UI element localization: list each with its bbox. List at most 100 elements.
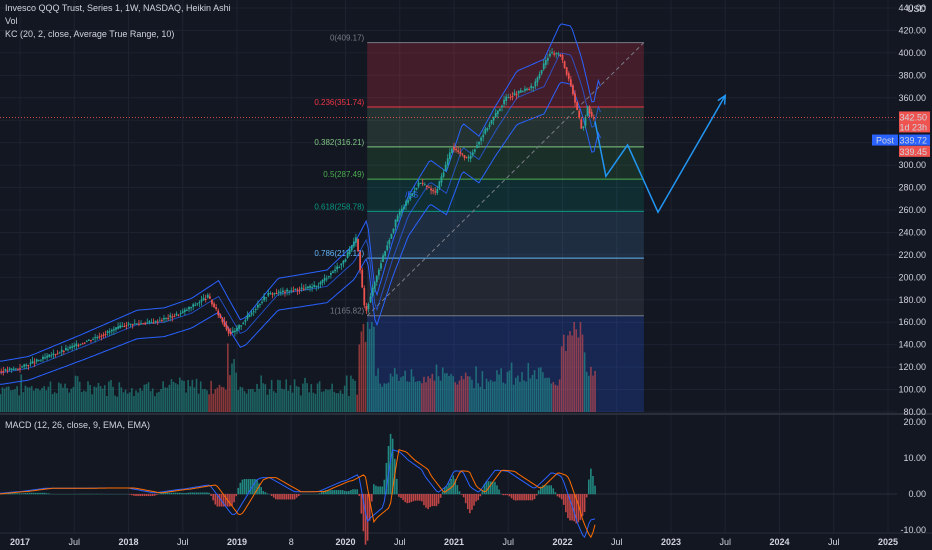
volume-bar-14: [26, 387, 29, 412]
candle-body-287: [590, 111, 593, 117]
macd-hist-263: [546, 485, 548, 495]
candle-body-94: [188, 307, 190, 310]
post-label: Post: [876, 136, 895, 146]
candle-body-133: [269, 292, 272, 295]
volume-bar-100: [206, 390, 208, 412]
volume-bar-213: [441, 367, 444, 412]
volume-bar-245: [508, 370, 511, 412]
macd-hist-277: [575, 494, 578, 524]
candle-body-105: [211, 299, 213, 305]
volume-bar-47: [95, 387, 98, 412]
candle-body-153: [311, 286, 314, 288]
macd-hist-273: [567, 494, 569, 519]
candle-body-45: [85, 341, 88, 343]
macd-hist-124: [256, 479, 258, 495]
candle-body-25: [44, 357, 46, 359]
macd-hist-99: [204, 492, 206, 495]
candle-body-20: [33, 362, 36, 364]
fibonacci-retracement[interactable]: 0(409.17) 0.236(351.74) 0.382(316.21) 0.5(2…: [314, 34, 645, 412]
macd-hist-78: [160, 492, 162, 495]
candle-body-27: [48, 354, 51, 357]
candle-body-267: [549, 53, 551, 57]
candle-body-197: [403, 206, 405, 210]
macd-hist-91: [187, 492, 189, 495]
candle-body-31: [56, 353, 59, 355]
macd-hist-187: [387, 446, 390, 495]
candle-body-128: [259, 304, 261, 306]
volume-bar-174: [360, 331, 363, 412]
macd-hist-201: [416, 494, 419, 501]
macd-hist-116: [239, 482, 242, 495]
macd-hist-162: [335, 490, 338, 495]
candle-body-73: [144, 323, 147, 325]
macd-hist-285: [592, 475, 594, 495]
volume-bar-27: [53, 392, 56, 412]
volume-bar-168: [348, 395, 350, 412]
volume-bar-256: [531, 374, 534, 412]
candle-body-66: [129, 323, 132, 325]
volume-bar-155: [320, 391, 323, 412]
macd-hist-141: [291, 494, 294, 500]
volume-bar-16: [30, 386, 33, 412]
volume-bar-134: [277, 379, 279, 412]
candle-body-238: [488, 124, 491, 127]
macd-hist-211: [437, 494, 440, 504]
volume-bar-106: [218, 384, 221, 412]
volume-bar-212: [439, 380, 442, 412]
time-axis[interactable]: 2017 Jul 2018 Jul 2019 8 2020 Jul 2021 Jul 2022 Jul…: [10, 537, 898, 547]
volume-bar-77: [158, 391, 160, 412]
projection-path[interactable]: /ES: [405, 94, 727, 214]
volume-bar-158: [327, 389, 329, 412]
macd-hist-193: [400, 494, 402, 499]
macd-hist-158: [327, 490, 329, 495]
candle-body-111: [223, 321, 226, 327]
macd-hist-140: [289, 494, 292, 500]
macd-hist-15: [28, 492, 31, 495]
macd-hist-164: [339, 490, 342, 495]
volume-bar-230: [477, 383, 480, 412]
candle-body-178: [363, 287, 366, 306]
volume-bar-225: [466, 376, 469, 412]
macd-hist-178: [368, 494, 371, 521]
candle-body-23: [39, 359, 42, 361]
volume-bar-58: [118, 382, 121, 412]
price-tick-11: 220.00: [898, 250, 926, 260]
volume-bar-162: [335, 393, 338, 412]
volume-bar-32: [64, 383, 66, 412]
volume-bar-208: [431, 373, 434, 412]
macd-hist-192: [398, 494, 400, 497]
macd-hist-259: [537, 490, 540, 495]
volume-bar-165: [341, 393, 344, 412]
volume-bar-67: [137, 392, 139, 412]
macd-hist-284: [590, 468, 592, 495]
volume-bar-36: [72, 386, 75, 412]
macd-hist-86: [176, 492, 179, 495]
fib-trendline: [366, 42, 645, 317]
macd-hist-90: [185, 493, 187, 495]
candle-body-50: [96, 337, 99, 339]
volume-bar-175: [362, 323, 365, 412]
price-tick-17: 100.00: [898, 385, 926, 395]
candle-body-146: [296, 289, 299, 291]
macd-hist-94: [193, 492, 196, 495]
price-axis[interactable]: 440.00420.00400.00380.00360.00340.00320.…: [898, 3, 926, 535]
candle-body-279: [574, 93, 576, 103]
candle-body-42: [79, 344, 82, 346]
volume-bar-4: [5, 386, 8, 412]
candle-body-135: [273, 292, 276, 294]
candle-body-29: [52, 353, 55, 356]
volume-bar-147: [304, 377, 306, 412]
volume-bar-241: [500, 368, 502, 412]
candle-body-52: [100, 335, 103, 337]
candle-body-223: [457, 150, 460, 152]
volume-bar-107: [220, 386, 223, 412]
volume-bar-40: [80, 391, 83, 412]
volume-bar-120: [247, 389, 250, 412]
macd-tick-1: 10.00: [903, 453, 926, 463]
candle-body-233: [478, 141, 480, 145]
fib-zone-1: [367, 107, 644, 147]
candle-body-44: [83, 342, 86, 344]
macd-hist-17: [32, 492, 35, 495]
volume-bar-90: [185, 392, 187, 412]
